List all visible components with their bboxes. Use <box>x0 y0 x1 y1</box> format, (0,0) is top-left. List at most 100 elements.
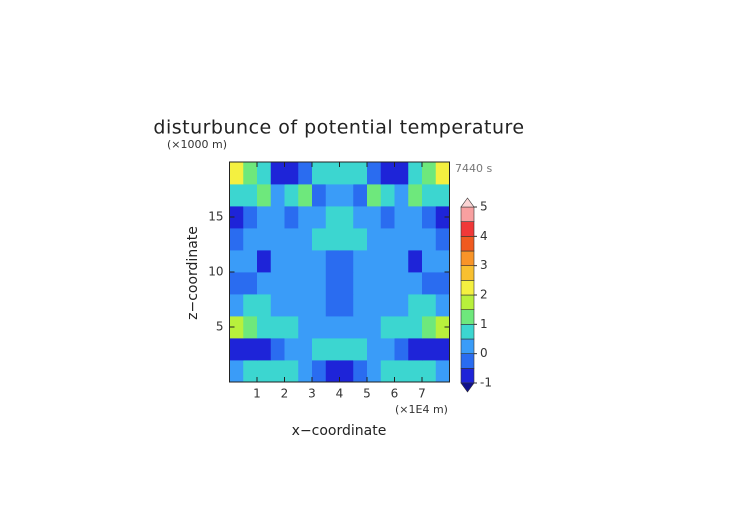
colorbar-tick-label: 4 <box>480 229 488 243</box>
contour-cell <box>339 250 354 273</box>
y-tick-label: 5 <box>216 320 224 334</box>
contour-cell <box>380 272 395 295</box>
contour-cell <box>408 272 423 295</box>
colorbar-segment <box>460 206 475 222</box>
contour-cell <box>229 338 244 361</box>
contour-cell <box>339 162 354 185</box>
contour-cell <box>353 272 368 295</box>
contour-cell <box>435 338 450 361</box>
contour-cell <box>284 206 299 229</box>
contour-cell <box>325 206 340 229</box>
contour-cell <box>229 228 244 251</box>
contour-cell <box>298 294 313 317</box>
contour-cell <box>229 360 244 383</box>
colorbar-over <box>460 197 475 208</box>
contour-cell <box>394 272 409 295</box>
colorbar-tick-label: 1 <box>480 317 488 331</box>
contour-cell <box>394 294 409 317</box>
contour-cell <box>367 316 382 339</box>
contour-cell <box>312 316 327 339</box>
x-tick-label: 1 <box>253 387 261 401</box>
contour-cell <box>353 184 368 207</box>
contour-cell <box>325 272 340 295</box>
contour-cell <box>367 206 382 229</box>
contour-cell <box>243 162 258 185</box>
contour-cell <box>325 162 340 185</box>
contour-cell <box>270 272 285 295</box>
y-tick-label: 15 <box>208 210 223 224</box>
contour-cell <box>380 250 395 273</box>
contour-cell <box>380 206 395 229</box>
contour-cell <box>367 294 382 317</box>
contour-cell <box>284 294 299 317</box>
contour-cell <box>408 294 423 317</box>
contour-cell <box>339 360 354 383</box>
x-tick-label: 6 <box>391 387 399 401</box>
contour-cell <box>380 360 395 383</box>
contour-cell <box>257 206 272 229</box>
colorbar-tick-label: 3 <box>480 258 488 272</box>
contour-cell <box>394 316 409 339</box>
contour-cell <box>257 316 272 339</box>
y-axis-label: z−coordinate <box>185 226 201 320</box>
x-tick-label: 3 <box>308 387 316 401</box>
contour-cell <box>339 338 354 361</box>
contour-cell <box>435 184 450 207</box>
contour-cell <box>284 316 299 339</box>
contour-cell <box>243 250 258 273</box>
contour-cell <box>257 250 272 273</box>
contour-cell <box>284 272 299 295</box>
contour-cell <box>408 316 423 339</box>
contour-cell <box>422 250 437 273</box>
contour-cell <box>270 206 285 229</box>
contour-cell <box>298 360 313 383</box>
contour-cell <box>408 184 423 207</box>
contour-cell <box>243 184 258 207</box>
colorbar-tick-label: 5 <box>480 200 488 214</box>
contour-cell <box>380 228 395 251</box>
contour-cell <box>435 316 450 339</box>
contour-cell <box>367 360 382 383</box>
contour-cell <box>394 338 409 361</box>
colorbar-segment <box>460 221 475 237</box>
contour-cell <box>257 338 272 361</box>
contour-cell <box>243 228 258 251</box>
contour-cell <box>380 338 395 361</box>
contour-cell <box>229 184 244 207</box>
contour-cell <box>257 360 272 383</box>
contour-cell <box>353 228 368 251</box>
contour-cell <box>312 250 327 273</box>
contour-cell <box>298 162 313 185</box>
colorbar-under <box>460 382 475 393</box>
contour-cell <box>229 316 244 339</box>
colorbar-segment <box>460 309 475 325</box>
contour-cell <box>380 294 395 317</box>
contour-cell <box>312 338 327 361</box>
contour-cell <box>257 294 272 317</box>
contour-cell <box>284 338 299 361</box>
contour-cell <box>312 360 327 383</box>
contour-cell <box>243 360 258 383</box>
contour-cell <box>367 272 382 295</box>
contour-cell <box>270 316 285 339</box>
contour-cell <box>257 272 272 295</box>
colorbar-segment <box>460 280 475 296</box>
contour-cell <box>435 272 450 295</box>
contour-cell <box>243 316 258 339</box>
contour-cell <box>229 272 244 295</box>
contour-cell <box>339 184 354 207</box>
contour-cell <box>353 162 368 185</box>
contour-cell <box>353 316 368 339</box>
contour-cell <box>422 294 437 317</box>
contour-cell <box>367 184 382 207</box>
contour-cell <box>394 360 409 383</box>
contour-cell <box>380 184 395 207</box>
contour-cell <box>422 206 437 229</box>
contour-cell <box>312 228 327 251</box>
colorbar-tick-label: 0 <box>480 346 488 360</box>
contour-cell <box>422 228 437 251</box>
contour-cell <box>422 184 437 207</box>
contour-cell <box>312 184 327 207</box>
chart-title: disturbunce of potential temperature <box>153 117 524 139</box>
